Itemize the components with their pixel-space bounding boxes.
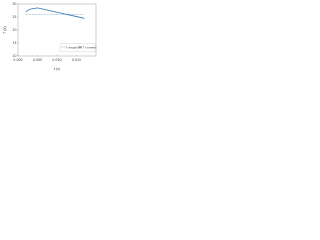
y-tick-label: 15 <box>12 41 16 45</box>
y-tick-label: 30 <box>12 2 16 6</box>
legend-label: T numeric <box>82 46 98 50</box>
chart: t (s) T (K) 10 15 20 25 30 0.000 0.005 0.010 0.0… <box>3 2 98 71</box>
x-tick-label: 0.010 <box>52 58 61 62</box>
y-tick-label: 10 <box>12 54 16 58</box>
x-tick-label: 0.015 <box>72 58 81 62</box>
x-axis-label: t (s) <box>54 67 60 71</box>
legend-label: T empirical <box>65 46 82 50</box>
y-tick-label: 20 <box>12 28 16 32</box>
x-tick-label: 0.000 <box>13 58 22 62</box>
legend-box <box>59 43 96 52</box>
x-tick-label: 0.005 <box>33 58 42 62</box>
y-tick-label: 25 <box>12 15 16 19</box>
series-line <box>25 7 85 19</box>
y-axis-label: T (K) <box>3 26 7 35</box>
